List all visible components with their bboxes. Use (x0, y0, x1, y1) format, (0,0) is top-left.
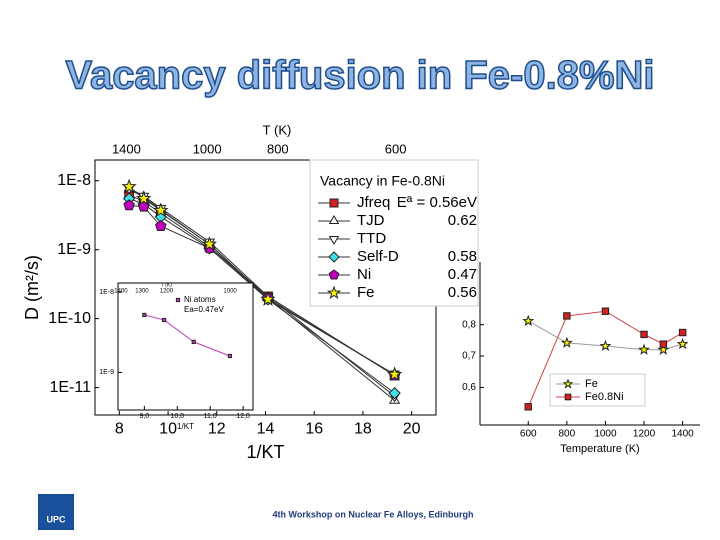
x-tick-label: 11,0 (204, 413, 217, 420)
x-tick-label: 12,0 (236, 413, 250, 420)
legend-energy: 0.47 (448, 266, 477, 283)
x-tick-label: 12 (208, 421, 226, 438)
series-line (144, 314, 231, 357)
legend-box (309, 159, 479, 307)
x-tick-label: 16 (305, 421, 323, 438)
logo (38, 494, 74, 530)
x-axis-label: 1/KT (177, 422, 194, 431)
y-tick-label: 0,7 (462, 351, 476, 362)
legend-label: Fe (585, 378, 598, 390)
top-axis-label: T (K) (161, 282, 172, 288)
x-tick-label: 18 (354, 421, 372, 438)
annotation: Ea=0.47eV (184, 305, 224, 314)
y-tick-label: 1E-9 (99, 369, 114, 376)
marker (659, 340, 668, 348)
legend-label: Self-D (357, 248, 399, 265)
x-tick-label: 8 (115, 421, 124, 438)
top-tick-label: 1000 (223, 289, 237, 295)
x-tick-label: 10,0 (170, 413, 184, 420)
marker (329, 198, 339, 208)
marker (142, 312, 147, 318)
legend-energy: 0.58 (448, 248, 477, 265)
marker (154, 219, 167, 232)
marker (562, 378, 574, 389)
legend-label: TJD (357, 212, 385, 229)
legend-box (549, 373, 646, 407)
marker (175, 297, 181, 303)
top-tick-label: 1300 (135, 289, 149, 295)
y-tick-label: 1E-8 (57, 172, 91, 189)
x-tick-label: 10 (159, 421, 177, 438)
legend-energy: 0.62 (448, 212, 477, 229)
marker (601, 307, 610, 315)
top-axis-label: T (K) (263, 122, 292, 137)
marker (136, 190, 152, 206)
legend-label: TTD (357, 230, 386, 247)
legend-label: Fe0.8Ni (585, 391, 624, 403)
legend-label: Jfreq (357, 194, 390, 211)
marker (326, 285, 342, 300)
slide-title: Vacancy diffusion in Fe-0.8%Ni (65, 54, 654, 98)
top-tick-label: 1000 (193, 141, 222, 156)
marker (328, 269, 340, 280)
marker (563, 312, 571, 320)
legend-label: Fe (357, 284, 375, 301)
marker (524, 403, 532, 411)
top-tick-label: 800 (267, 141, 289, 156)
legend-energy: Eª = 0.56eV (397, 194, 477, 211)
marker (227, 353, 233, 359)
marker (161, 317, 167, 323)
marker (638, 343, 650, 355)
marker (657, 343, 670, 355)
x-tick-label: 600 (520, 429, 537, 440)
marker (260, 291, 276, 306)
legend-energy: 0.56 (448, 284, 477, 301)
marker (328, 215, 340, 224)
marker (388, 386, 401, 400)
x-tick-label: 1400 (672, 429, 695, 440)
y-tick-label: 1E-10 (48, 310, 91, 327)
marker (153, 202, 169, 218)
marker (522, 314, 535, 326)
footer: 4th Workshop on Nuclear Fe Alloys, Edinb… (272, 509, 473, 519)
top-tick-label: 600 (385, 141, 407, 156)
legend-label: Ni (357, 266, 371, 283)
legend-label: Ni atoms (184, 295, 216, 304)
x-tick-label: 20 (403, 421, 421, 438)
marker (386, 366, 403, 381)
marker (123, 199, 135, 211)
y-tick-label: 1E-11 (49, 379, 91, 396)
x-tick-label: 14 (257, 421, 275, 438)
y-axis-label: D (m²/s) (22, 255, 42, 320)
marker (201, 236, 218, 251)
marker (560, 336, 573, 348)
top-tick-label: 1400 (112, 141, 141, 156)
marker (640, 330, 648, 339)
chart-background (437, 258, 720, 473)
x-axis-label: 1/KT (246, 442, 284, 462)
marker (676, 337, 689, 350)
y-tick-label: 1E-9 (57, 241, 91, 258)
x-tick-label: 1000 (594, 429, 617, 440)
logo-text: UPC (46, 514, 66, 524)
top-tick-label: 1400 (114, 289, 128, 295)
marker (328, 236, 340, 245)
marker (191, 339, 196, 344)
marker (678, 328, 687, 337)
marker (564, 393, 572, 401)
marker (599, 339, 612, 352)
x-tick-label: 1200 (633, 429, 656, 440)
y-tick-label: 1E-8 (99, 289, 114, 296)
marker (328, 251, 340, 263)
marker (121, 178, 137, 194)
inset-background (117, 282, 254, 411)
x-tick-label: 9,0 (139, 413, 149, 420)
legend-title: Vacancy in Fe-0.8Ni (320, 173, 445, 189)
y-tick-label: 0,8 (462, 319, 476, 330)
x-tick-label: 800 (558, 429, 575, 440)
x-axis-label: Temperature (K) (560, 443, 639, 455)
top-tick-label: 1200 (160, 289, 174, 295)
y-tick-label: 0,6 (462, 382, 476, 393)
